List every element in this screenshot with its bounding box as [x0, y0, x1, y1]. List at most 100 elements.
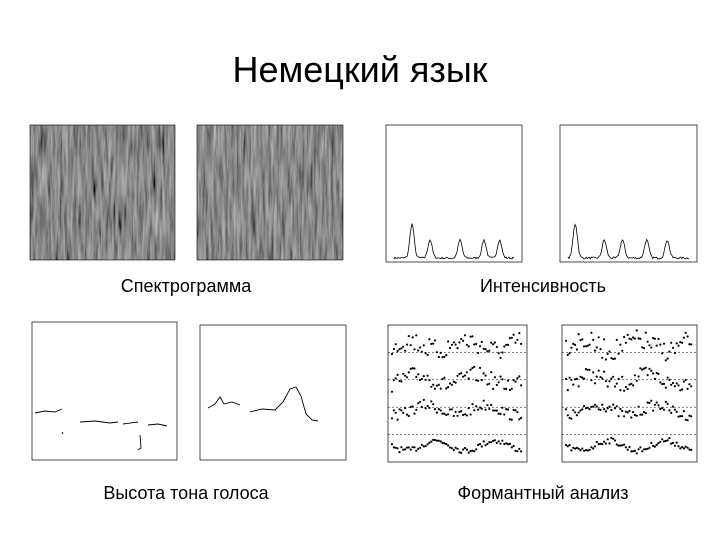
formant-point [639, 446, 642, 449]
formant-point [465, 414, 468, 417]
formant-point [420, 377, 423, 381]
formant-point [684, 378, 687, 382]
formant-point [477, 379, 480, 382]
formant-point [445, 387, 448, 390]
formant-point [413, 412, 416, 415]
formant-point [679, 415, 682, 418]
formant-point [588, 343, 591, 346]
panel-label: Интенсивность [480, 276, 606, 296]
formant-point [409, 405, 412, 409]
formant-point [610, 377, 613, 380]
formant-point [415, 334, 418, 337]
formant-point [632, 384, 635, 387]
pitch-curve [61, 431, 142, 451]
formant-point [670, 341, 673, 344]
formant-point [597, 336, 600, 339]
formant-point [518, 332, 521, 335]
formant-point [433, 387, 437, 390]
formant-point [503, 413, 506, 416]
formant-point [615, 443, 618, 446]
formant-point [512, 333, 515, 336]
formant-point [621, 375, 624, 378]
formant-point [428, 338, 431, 341]
formant-point [400, 446, 403, 449]
formant-point [437, 355, 440, 359]
formant-point [402, 448, 405, 451]
formant-point [467, 407, 470, 410]
formant-point [679, 341, 682, 344]
formant-point [411, 446, 414, 449]
formant-point [516, 411, 519, 414]
formant-point [642, 347, 646, 350]
formant-point [673, 385, 677, 388]
formant-point [655, 344, 658, 347]
formant-point [595, 405, 598, 408]
formant-point [390, 352, 394, 356]
formant-point [462, 448, 465, 451]
formant-point [575, 348, 579, 351]
formant-point [499, 442, 502, 445]
formant-point [664, 386, 667, 389]
formant-point [584, 407, 588, 410]
formant-point [422, 398, 425, 401]
formant-point [510, 418, 513, 421]
formant-point [510, 387, 513, 390]
formant-point [484, 408, 487, 411]
formant-point [675, 342, 678, 345]
formant-point [439, 440, 442, 443]
formant-point [608, 405, 611, 408]
formant-point [475, 379, 478, 382]
formant-point [608, 350, 611, 353]
formant-point [603, 440, 606, 443]
formant-point [623, 443, 626, 446]
formant-point [675, 410, 678, 413]
formant-point [666, 402, 669, 405]
formant-point [497, 352, 500, 355]
formant-point [497, 381, 500, 384]
formant-point [632, 411, 635, 414]
formant-point [505, 408, 508, 411]
formant-point [456, 414, 459, 417]
formant-point [463, 413, 467, 416]
plot-frame [385, 124, 523, 263]
formant-point [445, 354, 448, 357]
formant-point [662, 440, 666, 443]
formant-point [623, 389, 626, 392]
formant-point [610, 357, 613, 360]
formant-point [642, 410, 646, 414]
formant-point [621, 409, 624, 413]
formant-point [478, 366, 482, 369]
formant-point [650, 441, 653, 445]
formant-point [688, 343, 691, 346]
formant-point [590, 405, 593, 408]
formant-point [586, 406, 589, 409]
formant-point [624, 410, 628, 413]
formant-point [407, 371, 410, 374]
formant-point [677, 344, 680, 347]
formant-point [603, 338, 606, 341]
formant-point [478, 345, 482, 348]
formant-point [396, 349, 399, 353]
formant-point [475, 448, 478, 451]
formant-point [490, 371, 493, 374]
spectrogram-frame [196, 124, 344, 261]
formant-point [572, 383, 575, 386]
formant-point [516, 338, 519, 341]
formant-point [624, 341, 628, 344]
formant-point [595, 375, 598, 378]
formant-point [501, 378, 504, 381]
formant-point [508, 337, 511, 340]
formant-point [439, 387, 442, 390]
formant-point [505, 343, 508, 346]
formant-point [465, 371, 468, 374]
formant-point [460, 372, 463, 375]
formant-point [686, 335, 689, 338]
formant-point [467, 451, 470, 454]
formant-point [398, 348, 401, 351]
formant-point [402, 411, 405, 414]
formant-point [617, 415, 620, 418]
formant-point [682, 336, 686, 339]
formant-point [586, 449, 589, 452]
formant-point [437, 383, 440, 386]
formant-point [595, 440, 598, 444]
